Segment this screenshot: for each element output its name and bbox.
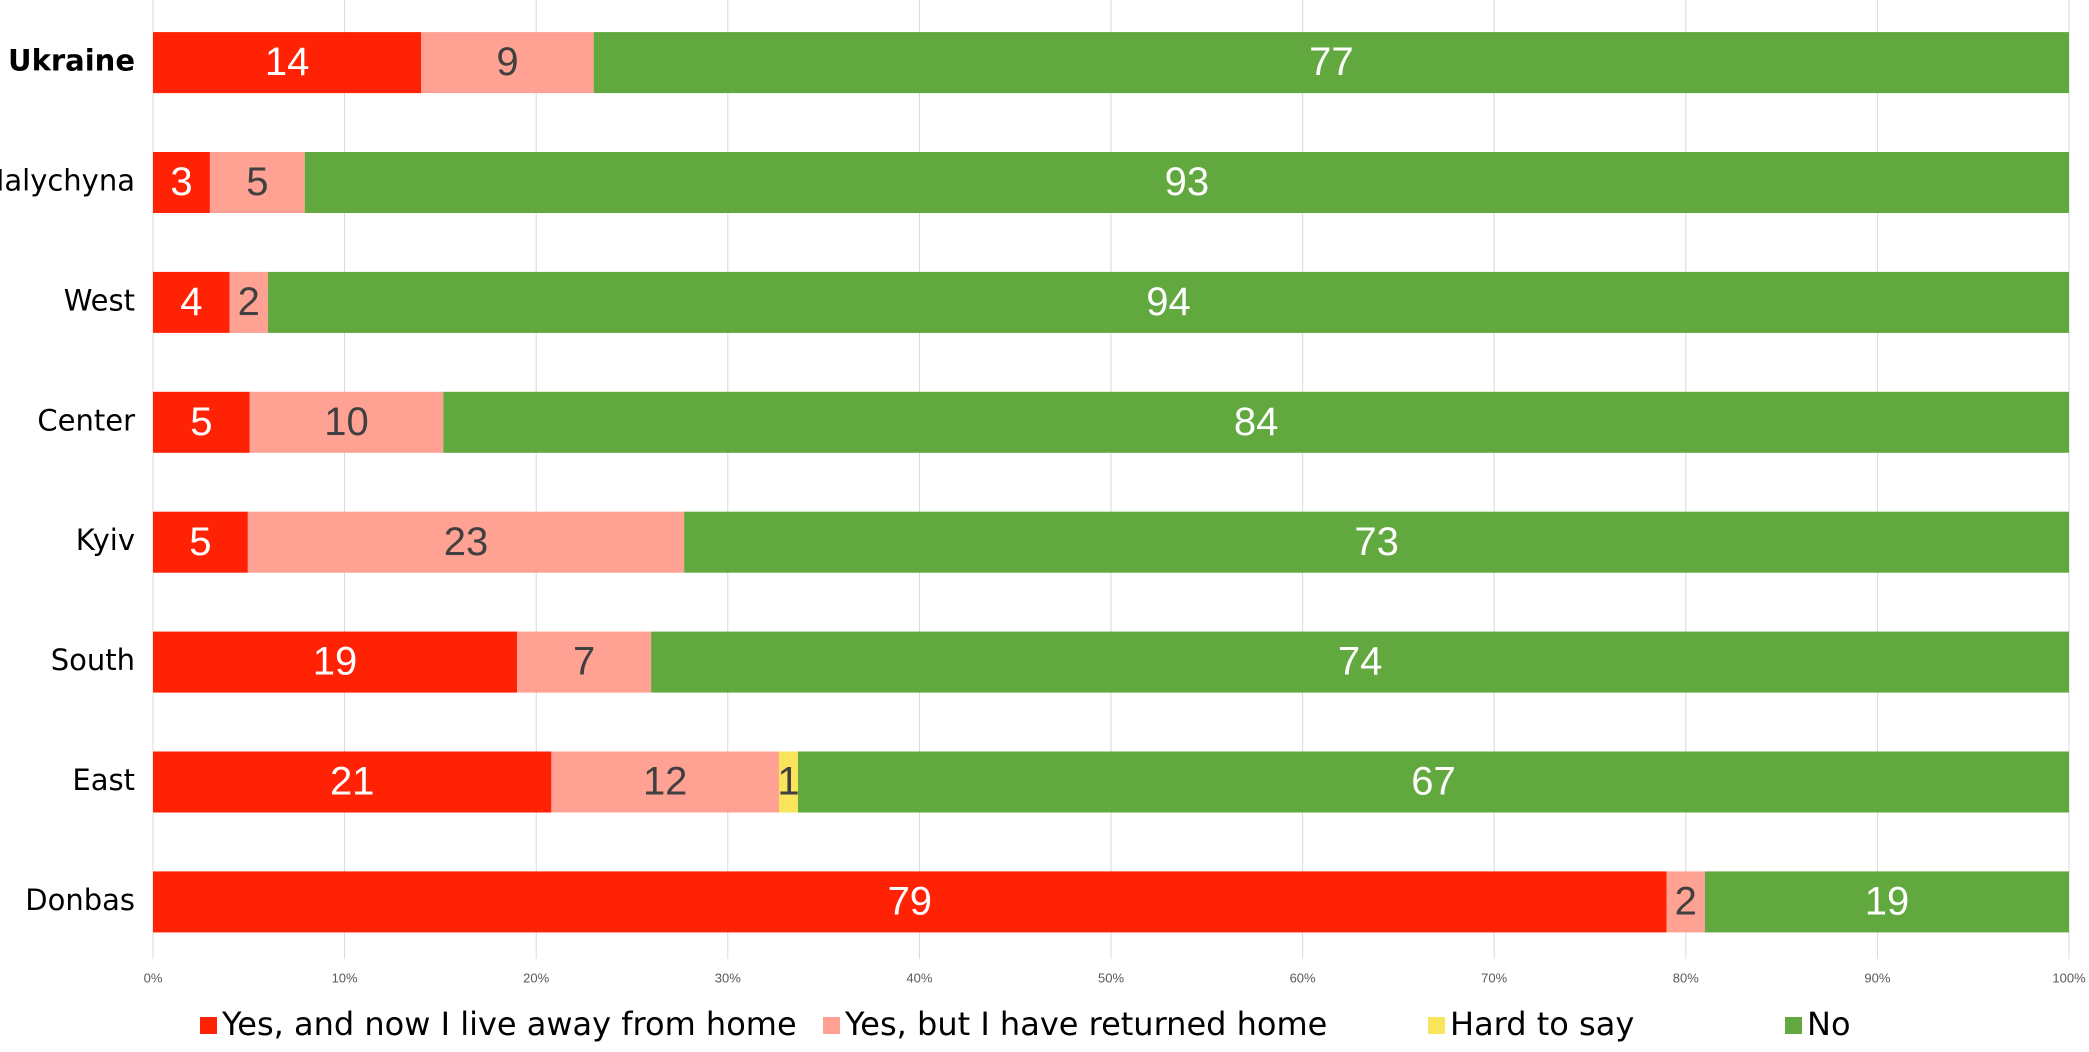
bar-segment <box>779 751 798 813</box>
category-label: Center <box>37 403 135 437</box>
category-label: Halychyna <box>0 164 135 198</box>
data-label: 19 <box>1865 879 1910 923</box>
data-label: 14 <box>265 40 310 84</box>
x-tick-label: 30% <box>715 970 741 985</box>
bar-segment <box>153 751 552 813</box>
x-tick-label: 10% <box>332 970 358 985</box>
data-label: 67 <box>1411 760 1456 804</box>
category-label: Donbas <box>25 883 135 917</box>
data-label: 94 <box>1146 280 1191 324</box>
x-tick-label: 90% <box>1864 970 1890 985</box>
bar-segment <box>153 511 248 573</box>
x-tick-label: 50% <box>1098 970 1124 985</box>
bar-segment <box>593 32 2070 94</box>
bar-segment <box>249 391 444 453</box>
data-label: 21 <box>330 760 375 804</box>
x-tick-label: 40% <box>906 970 932 985</box>
legend-label: Hard to say <box>1450 1005 1634 1043</box>
bar-segment <box>551 751 780 813</box>
bar-segment <box>153 32 422 94</box>
x-tick-label: 80% <box>1673 970 1699 985</box>
legend-swatch <box>823 1017 840 1034</box>
data-label: 5 <box>189 520 211 564</box>
data-label: 3 <box>170 160 192 204</box>
data-label: 73 <box>1354 520 1399 564</box>
data-label: 2 <box>238 280 260 324</box>
bar-segment <box>1666 871 1705 933</box>
bar-segment <box>153 871 1667 933</box>
x-tick-label: 20% <box>523 970 549 985</box>
data-label: 7 <box>573 640 595 684</box>
bar-segment <box>1704 871 2069 933</box>
category-label: East <box>72 763 135 797</box>
data-label: 77 <box>1309 40 1354 84</box>
x-tick-label: 0% <box>144 970 163 985</box>
bar-segment <box>267 271 2070 333</box>
legend-label: Yes, and now I live away from home <box>221 1005 797 1043</box>
bar-segment <box>153 152 210 213</box>
data-label: 5 <box>190 400 212 444</box>
legend-swatch <box>200 1017 217 1034</box>
data-label: 93 <box>1165 160 1210 204</box>
data-label: 1 <box>777 760 799 804</box>
bar-segment <box>517 631 652 693</box>
x-tick-label: 60% <box>1290 970 1316 985</box>
bar-segment <box>153 391 250 453</box>
data-label: 5 <box>246 160 268 204</box>
category-label: West <box>64 283 135 317</box>
data-label: 4 <box>180 280 202 324</box>
category-label: Kyiv <box>76 523 135 557</box>
legend-swatch <box>1785 1017 1802 1034</box>
legend-swatch <box>1428 1017 1445 1034</box>
bar-segment <box>684 511 2069 573</box>
category-label: South <box>51 643 135 677</box>
data-label: 10 <box>324 400 369 444</box>
bar-segment <box>421 32 594 94</box>
bar-segment <box>229 271 268 333</box>
data-label: 23 <box>444 520 489 564</box>
bar-segment <box>304 152 2069 213</box>
bar-segment <box>153 271 230 333</box>
data-label: 12 <box>643 760 688 804</box>
bar-segment <box>443 391 2070 453</box>
category-label: Ukraine <box>8 44 135 78</box>
bar-segment <box>209 152 305 213</box>
bar-segment <box>153 631 518 693</box>
x-tick-label: 70% <box>1481 970 1507 985</box>
legend-label: No <box>1807 1005 1851 1043</box>
data-label: 79 <box>888 879 933 923</box>
bar-segment <box>651 631 2070 693</box>
bar-segment <box>247 511 685 573</box>
data-label: 84 <box>1234 400 1279 444</box>
data-label: 9 <box>496 40 518 84</box>
x-tick-label: 100% <box>2052 970 2086 985</box>
data-label: 19 <box>313 640 358 684</box>
bar-segment <box>797 751 2069 813</box>
data-label: 2 <box>1675 879 1697 923</box>
data-label: 74 <box>1338 640 1383 684</box>
legend-label: Yes, but I have returned home <box>844 1005 1327 1043</box>
